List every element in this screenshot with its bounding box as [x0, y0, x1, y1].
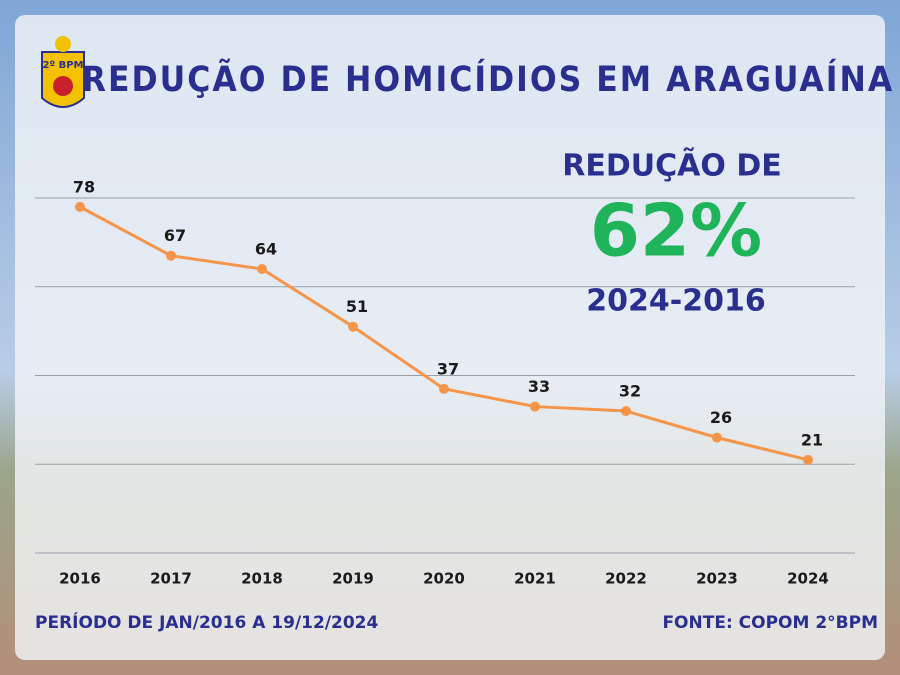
- x-tick-label: 2022: [605, 570, 647, 588]
- data-label: 64: [255, 240, 277, 259]
- data-point: [75, 201, 85, 212]
- data-label: 32: [619, 382, 641, 401]
- data-point: [530, 401, 540, 412]
- data-point: [803, 454, 813, 465]
- footer-left: PERÍODO DE JAN/2016 A 19/12/2024: [35, 611, 379, 633]
- annotation-heading: REDUÇÃO DE: [562, 147, 781, 184]
- data-label: 33: [528, 377, 550, 396]
- data-label: 67: [164, 226, 186, 245]
- crown: [55, 36, 71, 52]
- footer-right: FONTE: COPOM 2°BPM: [662, 613, 878, 633]
- x-tick-label: 2018: [241, 570, 283, 588]
- emblem: [53, 76, 73, 96]
- data-point: [257, 264, 267, 274]
- data-label: 37: [437, 359, 459, 378]
- panel: [15, 15, 885, 660]
- x-tick-label: 2017: [150, 570, 192, 588]
- data-point: [712, 432, 722, 443]
- x-tick-label: 2019: [332, 570, 374, 588]
- data-label: 51: [346, 297, 368, 316]
- x-tick-label: 2023: [696, 570, 738, 588]
- data-label: 21: [801, 430, 823, 449]
- logo: 2º BPM: [41, 36, 85, 108]
- data-point: [439, 383, 449, 394]
- annotation-percent: 62%: [590, 189, 762, 273]
- x-tick-label: 2020: [423, 570, 465, 588]
- data-point: [166, 250, 176, 261]
- data-point: [621, 406, 631, 416]
- x-tick-label: 2024: [787, 570, 829, 588]
- x-tick-label: 2021: [514, 570, 556, 588]
- badge-label: 2º BPM: [43, 60, 84, 71]
- data-label: 78: [73, 177, 95, 196]
- data-label: 26: [710, 408, 732, 427]
- annotation-period: 2024-2016: [586, 284, 765, 319]
- data-point: [348, 321, 358, 332]
- chart-title: REDUÇÃO DE HOMICÍDIOS EM ARAGUAÍNA: [82, 58, 894, 100]
- x-tick-label: 2016: [59, 570, 101, 588]
